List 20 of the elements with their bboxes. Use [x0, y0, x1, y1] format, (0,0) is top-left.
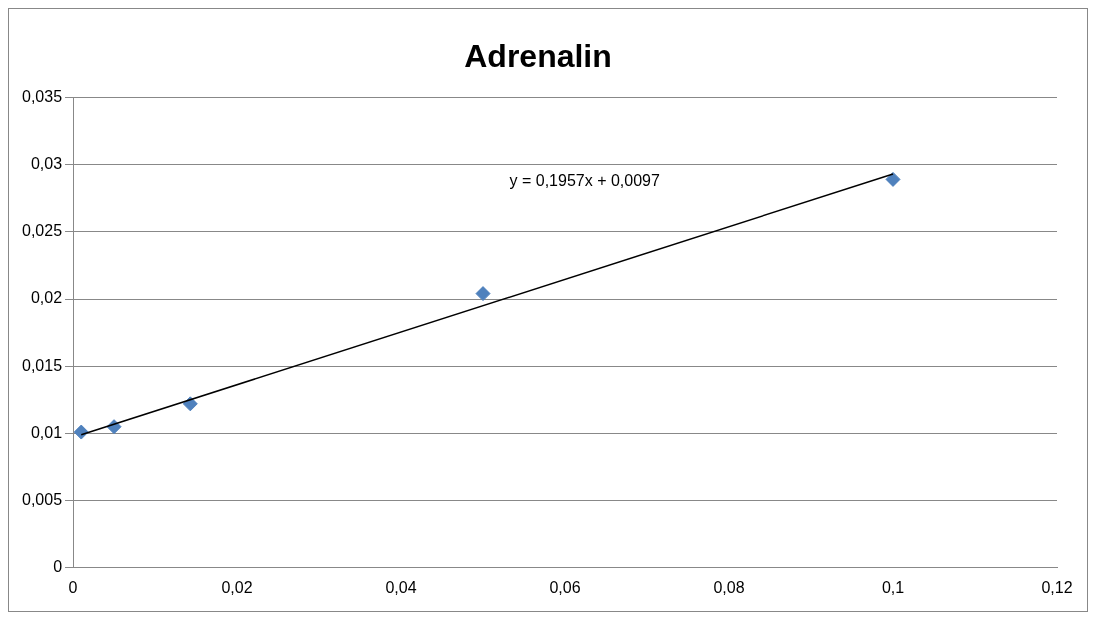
y-tick-label: 0,005	[21, 491, 63, 509]
chart-title: Adrenalin	[464, 38, 612, 75]
y-tick-label: 0,015	[21, 356, 63, 374]
point	[475, 286, 491, 302]
x-tick-label: 0,04	[385, 578, 417, 596]
x-tick-label: 0,02	[221, 578, 253, 596]
y-tick-label: 0,01	[30, 423, 63, 441]
point	[73, 424, 89, 440]
y-tick-label: 0,035	[21, 87, 63, 105]
y-tick-label: 0,03	[30, 155, 63, 173]
x-tick-label: 0,1	[881, 578, 905, 596]
x-tick-label: 0,08	[713, 578, 745, 596]
y-tick-label: 0	[53, 558, 63, 576]
point	[885, 171, 901, 187]
x-tick-label: 0	[68, 578, 78, 596]
x-tick-label: 0,12	[1041, 578, 1073, 596]
x-tick-label: 0,06	[549, 578, 581, 596]
y-tick-label: 0,025	[21, 222, 63, 240]
y-tick-label: 0,02	[30, 289, 63, 307]
annotation: y = 0,1957x + 0,0097	[509, 172, 660, 190]
